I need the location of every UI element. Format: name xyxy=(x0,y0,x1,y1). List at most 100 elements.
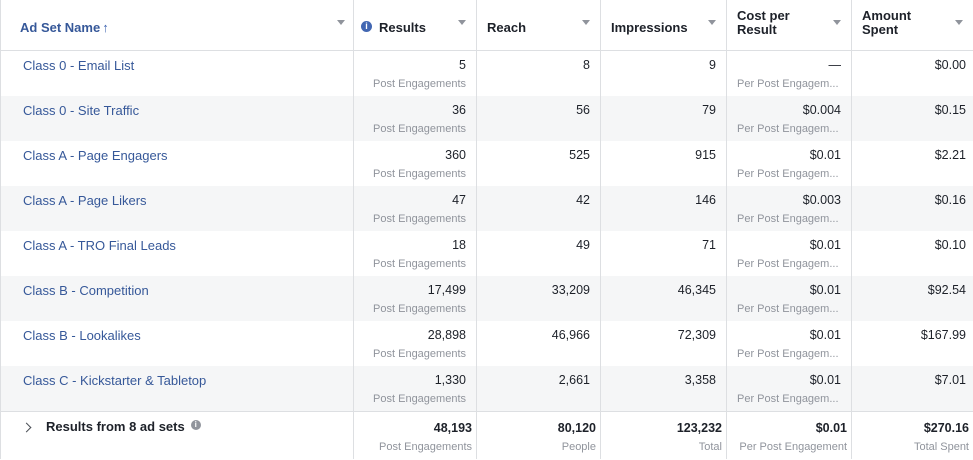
column-header-label: Amount Spent xyxy=(862,9,911,37)
results-cell: 18 Post Engagements xyxy=(354,231,477,276)
totals-cost-cell: $0.01 Per Post Engagement xyxy=(727,412,852,459)
reach-value: 46,966 xyxy=(551,328,590,342)
spent-value: $2.21 xyxy=(934,148,966,162)
reach-value: 49 xyxy=(576,238,590,252)
reach-value: 2,661 xyxy=(558,373,590,387)
results-cell: 47 Post Engagements xyxy=(354,186,477,231)
results-value: 1,330 xyxy=(434,373,466,387)
results-sub: Post Engagements xyxy=(373,213,466,225)
totals-spent-sub: Total Spent xyxy=(913,441,969,453)
reach-cell: 49 xyxy=(477,231,601,276)
cost-value: $0.01 xyxy=(809,373,841,387)
results-sub: Post Engagements xyxy=(373,303,466,315)
table-row: Class B - Lookalikes 28,898 Post Engagem… xyxy=(0,321,973,366)
results-cell: 5 Post Engagements xyxy=(354,51,477,96)
totals-label: Results from 8 ad sets xyxy=(46,419,185,434)
ad-set-name-cell: Class A - TRO Final Leads xyxy=(0,231,354,276)
ad-set-name-link[interactable]: Class 0 - Site Traffic xyxy=(23,103,140,118)
ad-set-name-cell: Class B - Lookalikes xyxy=(0,321,354,366)
totals-results-sub: Post Engagements xyxy=(379,441,472,453)
amount-spent-cell: $0.00 xyxy=(852,51,973,96)
results-cell: 1,330 Post Engagements xyxy=(354,366,477,411)
cost-per-result-cell: $0.004 Per Post Engagem... xyxy=(727,96,852,141)
ad-set-name-cell: Class B - Competition xyxy=(0,276,354,321)
column-dropdown-icon[interactable] xyxy=(833,20,841,25)
column-header-amount-spent[interactable]: Amount Spent xyxy=(852,0,973,50)
impressions-value: 72,309 xyxy=(677,328,716,342)
impressions-cell: 9 xyxy=(601,51,727,96)
reach-value: 8 xyxy=(583,58,590,72)
cost-value: $0.01 xyxy=(809,238,841,252)
ad-set-name-link[interactable]: Class B - Competition xyxy=(23,283,149,298)
spent-value: $92.54 xyxy=(927,283,966,297)
cost-value: — xyxy=(828,58,842,72)
column-header-label-line2: Result xyxy=(737,22,777,37)
ad-set-name-link[interactable]: Class A - Page Engagers xyxy=(23,148,168,163)
results-cell: 360 Post Engagements xyxy=(354,141,477,186)
impressions-cell: 71 xyxy=(601,231,727,276)
cost-sub: Per Post Engagem... xyxy=(737,303,839,315)
column-dropdown-icon[interactable] xyxy=(458,20,466,25)
column-header-label: Cost per Result xyxy=(737,9,790,37)
column-dropdown-icon[interactable] xyxy=(337,20,345,25)
column-header-label-line1: Cost per xyxy=(737,8,790,23)
totals-reach: 80,120 xyxy=(557,421,596,435)
column-dropdown-icon[interactable] xyxy=(708,20,716,25)
column-header-label-line1: Amount xyxy=(862,8,912,23)
impressions-value: 79 xyxy=(702,103,716,117)
totals-impressions-cell: 123,232 Total xyxy=(601,412,727,459)
ad-set-name-link[interactable]: Class A - Page Likers xyxy=(23,193,147,208)
column-header-ad-set-name[interactable]: Ad Set Name ↑ xyxy=(0,0,354,50)
cost-sub: Per Post Engagem... xyxy=(737,123,839,135)
table-row: Class 0 - Site Traffic 36 Post Engagemen… xyxy=(0,96,973,141)
reach-cell: 42 xyxy=(477,186,601,231)
impressions-value: 915 xyxy=(695,148,716,162)
chevron-right-icon[interactable] xyxy=(21,422,32,433)
results-sub: Post Engagements xyxy=(373,78,466,90)
ad-set-name-link[interactable]: Class B - Lookalikes xyxy=(23,328,141,343)
table-row: Class C - Kickstarter & Tabletop 1,330 P… xyxy=(0,366,973,411)
totals-row: Results from 8 ad sets i 48,193 Post Eng… xyxy=(0,411,973,459)
amount-spent-cell: $167.99 xyxy=(852,321,973,366)
column-header-results[interactable]: i Results xyxy=(354,0,477,50)
cost-per-result-cell: $0.01 Per Post Engagem... xyxy=(727,141,852,186)
column-dropdown-icon[interactable] xyxy=(582,20,590,25)
info-icon[interactable]: i xyxy=(190,420,201,430)
cost-sub: Per Post Engagem... xyxy=(737,213,839,225)
results-sub: Post Engagements xyxy=(373,348,466,360)
amount-spent-cell: $7.01 xyxy=(852,366,973,411)
reach-value: 42 xyxy=(576,193,590,207)
spent-value: $0.10 xyxy=(934,238,966,252)
totals-results: 48,193 xyxy=(433,421,472,435)
results-sub: Post Engagements xyxy=(373,168,466,180)
column-header-impressions[interactable]: Impressions xyxy=(601,0,727,50)
table-header: Ad Set Name ↑ i Results Reach Impression… xyxy=(0,0,973,51)
ad-set-name-cell: Class A - Page Likers xyxy=(0,186,354,231)
impressions-value: 9 xyxy=(709,58,716,72)
ad-set-name-link[interactable]: Class C - Kickstarter & Tabletop xyxy=(23,373,207,388)
totals-label-cell[interactable]: Results from 8 ad sets i xyxy=(0,412,354,459)
ad-set-name-link[interactable]: Class A - TRO Final Leads xyxy=(23,238,176,253)
cost-value: $0.004 xyxy=(802,103,841,117)
totals-results-cell: 48,193 Post Engagements xyxy=(354,412,477,459)
amount-spent-cell: $0.10 xyxy=(852,231,973,276)
info-icon[interactable]: i xyxy=(361,20,372,32)
cost-per-result-cell: $0.01 Per Post Engagem... xyxy=(727,321,852,366)
totals-reach-sub: People xyxy=(561,441,596,453)
totals-impressions: 123,232 xyxy=(676,421,722,435)
ad-set-name-link[interactable]: Class 0 - Email List xyxy=(23,58,135,73)
reach-cell: 525 xyxy=(477,141,601,186)
column-header-reach[interactable]: Reach xyxy=(477,0,601,50)
totals-spent: $270.16 xyxy=(923,421,969,435)
reach-value: 525 xyxy=(569,148,590,162)
results-value: 47 xyxy=(452,193,466,207)
column-dropdown-icon[interactable] xyxy=(955,20,963,25)
results-value: 17,499 xyxy=(427,283,466,297)
cost-sub: Per Post Engagem... xyxy=(737,78,839,90)
sort-ascending-icon: ↑ xyxy=(102,20,109,35)
reach-value: 56 xyxy=(576,103,590,117)
results-value: 5 xyxy=(459,58,466,72)
column-header-cost-per-result[interactable]: Cost per Result xyxy=(727,0,852,50)
spent-value: $0.16 xyxy=(934,193,966,207)
cost-sub: Per Post Engagem... xyxy=(737,393,839,405)
